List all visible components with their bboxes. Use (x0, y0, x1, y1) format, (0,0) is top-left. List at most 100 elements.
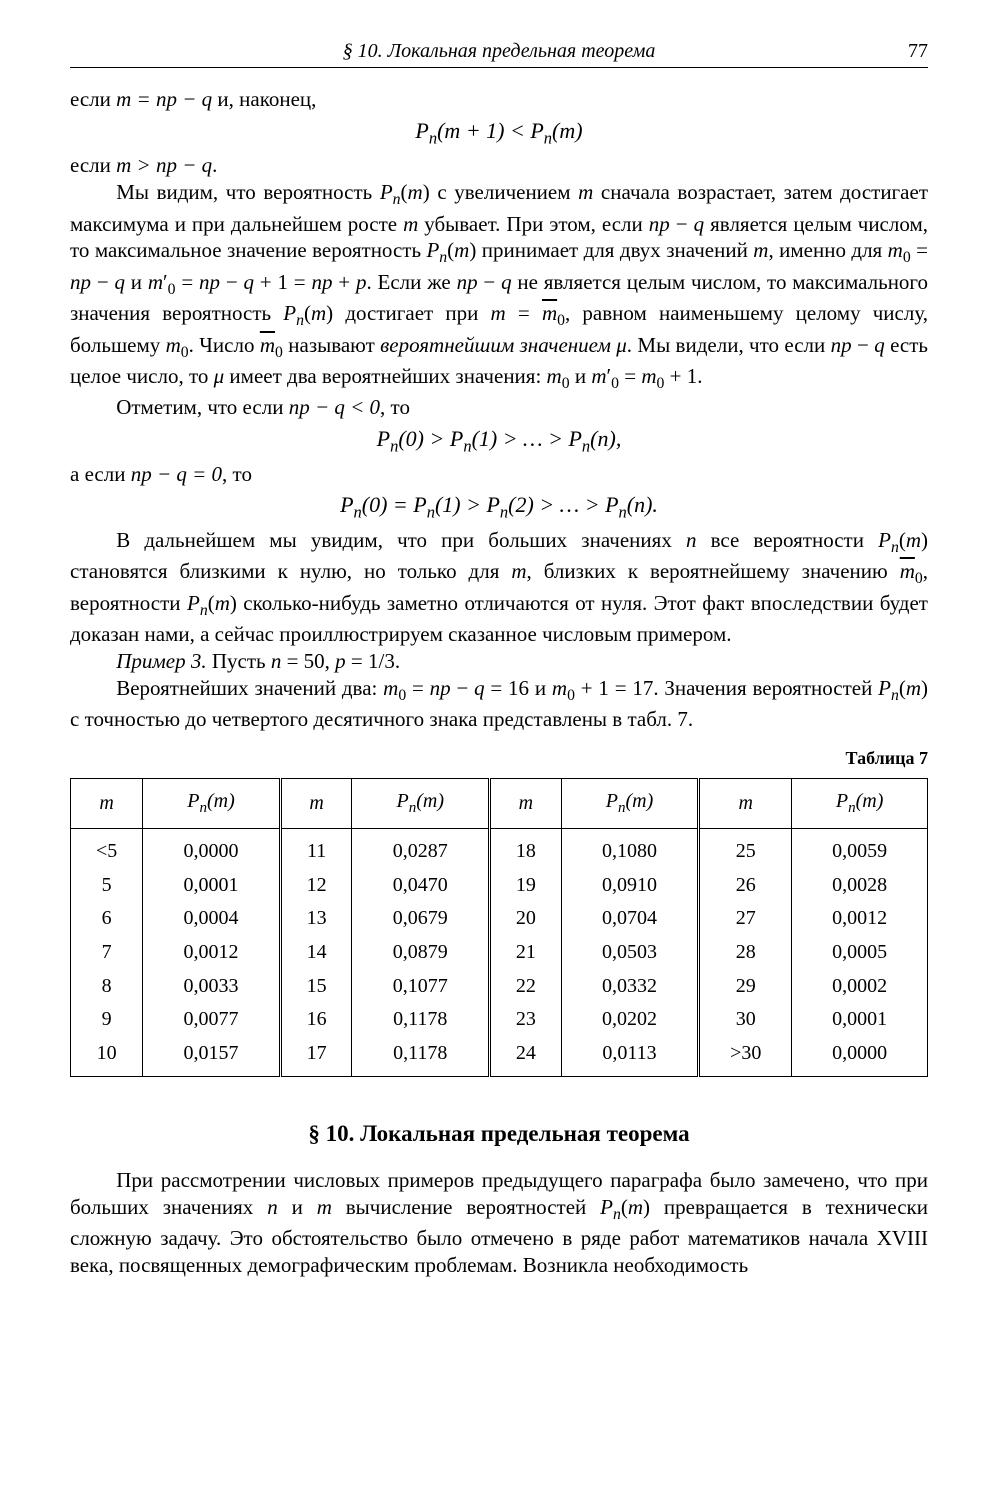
table-cell: 24 (490, 1037, 562, 1077)
table-cell: 27 (699, 902, 792, 936)
table-cell: 22 (490, 970, 562, 1004)
table-cell: 29 (699, 970, 792, 1004)
table-cell: 13 (280, 902, 352, 936)
example-label: Пример 3. (116, 649, 206, 673)
table-cell: 0,1077 (352, 970, 490, 1004)
math-expr: Pn(0) > Pn(1) > … > Pn(n), (377, 426, 622, 451)
table-cell: 0,0001 (143, 869, 281, 903)
table-row: 70,0012140,0879210,0503280,0005 (71, 936, 928, 970)
table-row: 90,0077160,1178230,0202300,0001 (71, 1003, 928, 1037)
th-m3: m (490, 778, 562, 828)
table-cell: 0,0910 (561, 869, 699, 903)
th-p1: Pn(m) (143, 778, 281, 828)
line-if-m-gt: если m > np − q. (70, 152, 928, 179)
table-cell: 16 (280, 1003, 352, 1037)
table-cell: 19 (490, 869, 562, 903)
math-expr: Pn(m + 1) < Pn(m) (415, 118, 582, 143)
para-behavior: Мы видим, что вероятность Pn(m) с увелич… (70, 179, 928, 394)
table-cell: 0,0157 (143, 1037, 281, 1077)
text-fragment: , то (380, 395, 410, 419)
table-cell: 30 (699, 1003, 792, 1037)
table-cell: 11 (280, 829, 352, 869)
table-row: <50,0000110,0287180,1080250,0059 (71, 829, 928, 869)
table-cell: 0,0004 (143, 902, 281, 936)
table-row: 80,0033150,1077220,0332290,0002 (71, 970, 928, 1004)
display-math-chain2: Pn(0) = Pn(1) > Pn(2) > … > Pn(n). (70, 491, 928, 523)
table-cell: 21 (490, 936, 562, 970)
table-header-row: m Pn(m) m Pn(m) m Pn(m) m Pn(m) (71, 778, 928, 828)
table-cell: 0,0028 (792, 869, 928, 903)
table-cell: 14 (280, 936, 352, 970)
table-cell: 0,0012 (792, 902, 928, 936)
main-text: если m = np − q и, наконец, Pn(m + 1) < … (70, 86, 928, 1279)
para-note-neg: Отметим, что если np − q < 0, то (70, 394, 928, 421)
inline-math: np − q = 0 (131, 462, 222, 486)
para-table-intro: Вероятнейших значений два: m0 = np − q =… (70, 675, 928, 733)
table-cell: 0,0287 (352, 829, 490, 869)
header-section-title: § 10. Локальная предельная теорема (130, 40, 868, 63)
table-cell: 8 (71, 970, 143, 1004)
table-cell: 0,1080 (561, 829, 699, 869)
table-row: 50,0001120,0470190,0910260,0028 (71, 869, 928, 903)
table-cell: 9 (71, 1003, 143, 1037)
text-fragment: и, наконец, (212, 87, 316, 111)
table-cell: 0,0704 (561, 902, 699, 936)
table-cell: 5 (71, 869, 143, 903)
line-if-m-eq: если m = np − q и, наконец, (70, 86, 928, 113)
table-cell: 0,0077 (143, 1003, 281, 1037)
table-cell: 0,0002 (792, 970, 928, 1004)
table-cell: >30 (699, 1037, 792, 1077)
th-p4: Pn(m) (792, 778, 928, 828)
table-cell: 0,0332 (561, 970, 699, 1004)
th-p3: Pn(m) (561, 778, 699, 828)
text-fragment: . (212, 153, 217, 177)
table-cell: 0,0000 (792, 1037, 928, 1077)
th-p2: Pn(m) (352, 778, 490, 828)
text-fragment: Отметим, что если (116, 395, 289, 419)
para-future: В дальнейшем мы увидим, что при больших … (70, 527, 928, 648)
table-cell: 0,0001 (792, 1003, 928, 1037)
th-m4: m (699, 778, 792, 828)
th-m2: m (280, 778, 352, 828)
table-cell: 18 (490, 829, 562, 869)
table-cell: 0,0012 (143, 936, 281, 970)
table-cell: 0,0000 (143, 829, 281, 869)
table-cell: 15 (280, 970, 352, 1004)
table-cell: 23 (490, 1003, 562, 1037)
table-cell: 17 (280, 1037, 352, 1077)
example-body: Пусть n = 50, p = 1/3. (207, 649, 401, 673)
table-cell: 12 (280, 869, 352, 903)
table-cell: 0,1178 (352, 1003, 490, 1037)
text-fragment: а если (70, 462, 131, 486)
table-cell: 0,0202 (561, 1003, 699, 1037)
table-cell: 10 (71, 1037, 143, 1077)
math-expr: Pn(0) = Pn(1) > Pn(2) > … > Pn(n). (340, 492, 658, 517)
table-cell: 26 (699, 869, 792, 903)
display-math-ineq1: Pn(m + 1) < Pn(m) (70, 117, 928, 149)
table-cell: 0,0879 (352, 936, 490, 970)
table-caption: Таблица 7 (70, 747, 928, 770)
table-cell: <5 (71, 829, 143, 869)
section-10-para1: При рассмотрении числовых примеров преды… (70, 1167, 928, 1279)
inline-math: m = np − q (116, 87, 212, 111)
inline-math: m > np − q (116, 153, 212, 177)
table-cell: 25 (699, 829, 792, 869)
table-row: 100,0157170,1178240,0113>300,0000 (71, 1037, 928, 1077)
inline-math: np − q < 0 (289, 395, 380, 419)
table-cell: 0,0113 (561, 1037, 699, 1077)
table-cell: 0,0503 (561, 936, 699, 970)
table-cell: 0,0679 (352, 902, 490, 936)
page-number: 77 (868, 40, 928, 63)
table-7: m Pn(m) m Pn(m) m Pn(m) m Pn(m) <50,0000… (70, 778, 928, 1077)
th-m1: m (71, 778, 143, 828)
table-cell: 7 (71, 936, 143, 970)
table-cell: 0,0470 (352, 869, 490, 903)
para-note-zero: а если np − q = 0, то (70, 461, 928, 488)
display-math-chain1: Pn(0) > Pn(1) > … > Pn(n), (70, 425, 928, 457)
running-header: § 10. Локальная предельная теорема 77 (70, 40, 928, 68)
table-cell: 28 (699, 936, 792, 970)
table-cell: 6 (71, 902, 143, 936)
section-10-heading: § 10. Локальная предельная теорема (70, 1119, 928, 1148)
example-3: Пример 3. Пусть n = 50, p = 1/3. (70, 648, 928, 675)
text-fragment: если (70, 153, 116, 177)
